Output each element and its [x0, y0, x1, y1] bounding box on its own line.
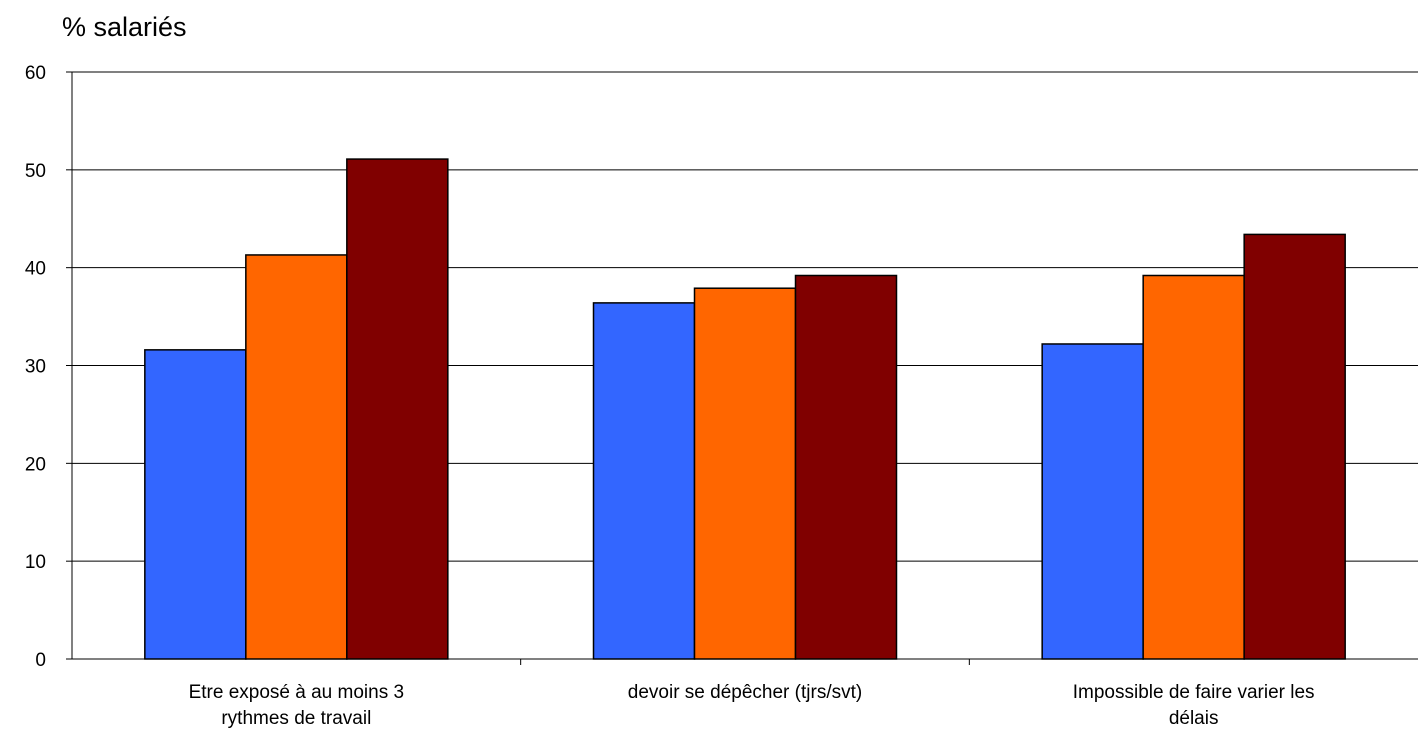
bars — [144, 158, 1346, 660]
bar-series-0-cat-0 — [144, 349, 247, 660]
y-tick-label: 40 — [25, 259, 46, 280]
bar-series-2-cat-0 — [346, 158, 449, 660]
y-axis-label: % salariés — [62, 12, 187, 42]
axes — [66, 71, 1418, 665]
bar-series-2-cat-1 — [794, 274, 898, 660]
x-category-label: Etre exposé à au moins 3 rythmes de trava… — [106, 680, 486, 732]
x-category-label: devoir se dépêcher (tjrs/svt) — [555, 680, 935, 706]
y-tick-label: 0 — [35, 650, 46, 671]
x-category-label: Impossible de faire varier les délais — [1004, 680, 1384, 732]
bar-series-1-cat-1 — [693, 287, 797, 660]
bar-series-1-cat-0 — [245, 254, 348, 660]
x-category-label-line: devoir se dépêcher (tjrs/svt) — [627, 682, 863, 703]
bar-series-0-cat-1 — [592, 302, 696, 660]
y-tick-label: 60 — [25, 63, 46, 84]
bar-series-0-cat-2 — [1041, 343, 1144, 660]
y-tick-label: 10 — [25, 552, 46, 573]
x-category-label-line: Etre exposé à au moins 3 — [188, 682, 405, 703]
x-category-label-line: Impossible de faire varier les — [1072, 682, 1315, 703]
y-tick-labels: 0 10 20 30 40 50 60 — [25, 63, 46, 671]
x-category-label-line: délais — [1168, 708, 1219, 729]
bar-series-1-cat-2 — [1142, 274, 1245, 660]
y-tick-label: 20 — [25, 454, 46, 475]
bar-series-2-cat-2 — [1243, 233, 1346, 660]
x-category-label-line: rythmes de travail — [221, 708, 372, 729]
y-tick-label: 30 — [25, 357, 46, 378]
y-tick-label: 50 — [25, 161, 46, 182]
